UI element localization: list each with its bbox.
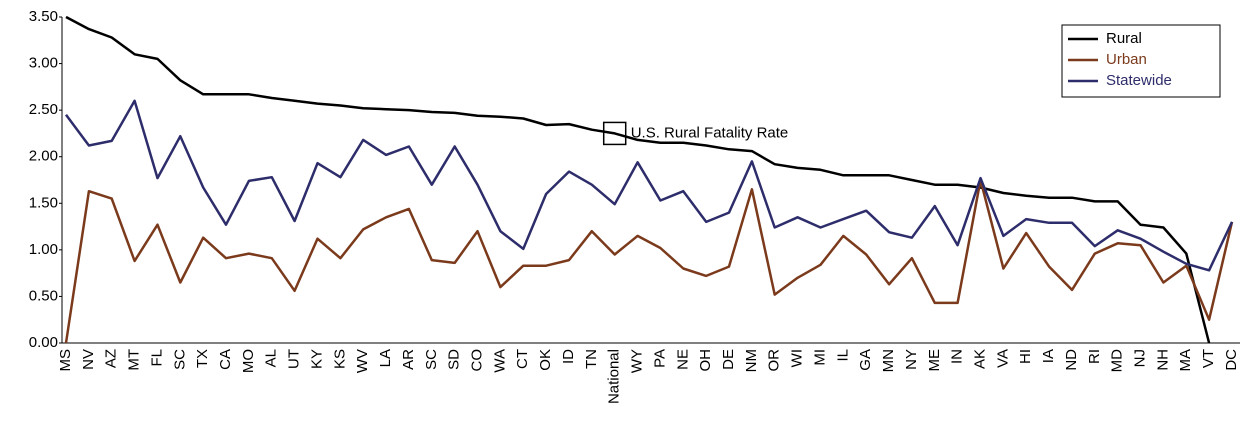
x-tick-label: FL (148, 349, 165, 367)
y-tick-label: 0.00 (29, 334, 58, 351)
x-tick-label: National (606, 349, 623, 404)
x-tick-label: VT (1200, 349, 1217, 368)
x-tick-label: IA (1040, 349, 1057, 363)
x-tick-label: MI (811, 349, 828, 366)
x-tick-label: OK (537, 349, 554, 371)
x-tick-label: KS (331, 349, 348, 369)
x-tick-label: WY (629, 349, 646, 373)
x-tick-label: SC (171, 349, 188, 370)
x-tick-label: GA (857, 349, 874, 371)
x-tick-label: WV (354, 349, 371, 373)
x-tick-label: ID (560, 349, 577, 364)
x-tick-label: MO (240, 349, 257, 373)
x-tick-label: MN (880, 349, 897, 372)
x-tick-label: NV (80, 349, 97, 370)
x-tick-label: IN (949, 349, 966, 364)
y-tick-label: 2.00 (29, 148, 58, 165)
x-tick-label: NJ (1132, 349, 1149, 367)
legend-label: Urban (1106, 51, 1147, 68)
x-tick-label: PA (651, 349, 668, 368)
x-tick-label: ND (1063, 349, 1080, 371)
series-line (65, 15, 1211, 344)
x-tick-label: AK (971, 349, 988, 369)
x-tick-label: CT (514, 349, 531, 369)
x-tick-label: RI (1086, 349, 1103, 364)
y-tick-label: 1.50 (29, 194, 58, 211)
x-tick-label: HI (1017, 349, 1034, 364)
x-tick-label: VA (994, 349, 1011, 368)
x-tick-label: AR (400, 349, 417, 370)
y-tick-label: 2.50 (29, 101, 58, 118)
y-tick-label: 3.50 (29, 8, 58, 25)
x-tick-label: DE (720, 349, 737, 370)
x-tick-label: CA (217, 349, 234, 370)
x-tick-label: UT (286, 349, 303, 369)
y-tick-label: 0.50 (29, 287, 58, 304)
x-tick-label: MS (57, 349, 74, 372)
x-tick-label: AZ (103, 349, 120, 368)
x-tick-label: SC (423, 349, 440, 370)
legend-label: Statewide (1106, 72, 1172, 89)
legend-label: Rural (1106, 30, 1142, 47)
annotation-marker (602, 121, 627, 146)
y-tick-label: 3.00 (29, 55, 58, 72)
x-tick-label: NY (903, 349, 920, 370)
x-tick-label: SD (446, 349, 463, 370)
x-tick-label: AL (263, 349, 280, 367)
x-tick-label: OR (766, 349, 783, 372)
series-line (64, 178, 1234, 344)
x-tick-label: TN (583, 349, 600, 369)
x-tick-label: MA (1177, 349, 1194, 372)
x-tick-label: NE (674, 349, 691, 370)
x-tick-label: KY (308, 349, 325, 369)
annotation-text: U.S. Rural Fatality Rate (631, 124, 789, 141)
x-tick-label: WI (789, 349, 806, 367)
x-tick-label: NM (743, 349, 760, 372)
series-line (64, 99, 1234, 272)
x-tick-label: NH (1154, 349, 1171, 371)
x-tick-label: MD (1109, 349, 1126, 372)
y-tick-label: 1.00 (29, 241, 58, 258)
x-tick-label: DC (1223, 349, 1240, 371)
x-tick-label: CO (468, 349, 485, 372)
x-tick-label: WA (491, 349, 508, 373)
x-tick-label: LA (377, 349, 394, 367)
x-tick-label: TX (194, 349, 211, 368)
x-tick-label: OH (697, 349, 714, 372)
x-tick-label: IL (834, 349, 851, 362)
x-tick-label: MT (126, 349, 143, 371)
x-tick-label: ME (926, 349, 943, 372)
